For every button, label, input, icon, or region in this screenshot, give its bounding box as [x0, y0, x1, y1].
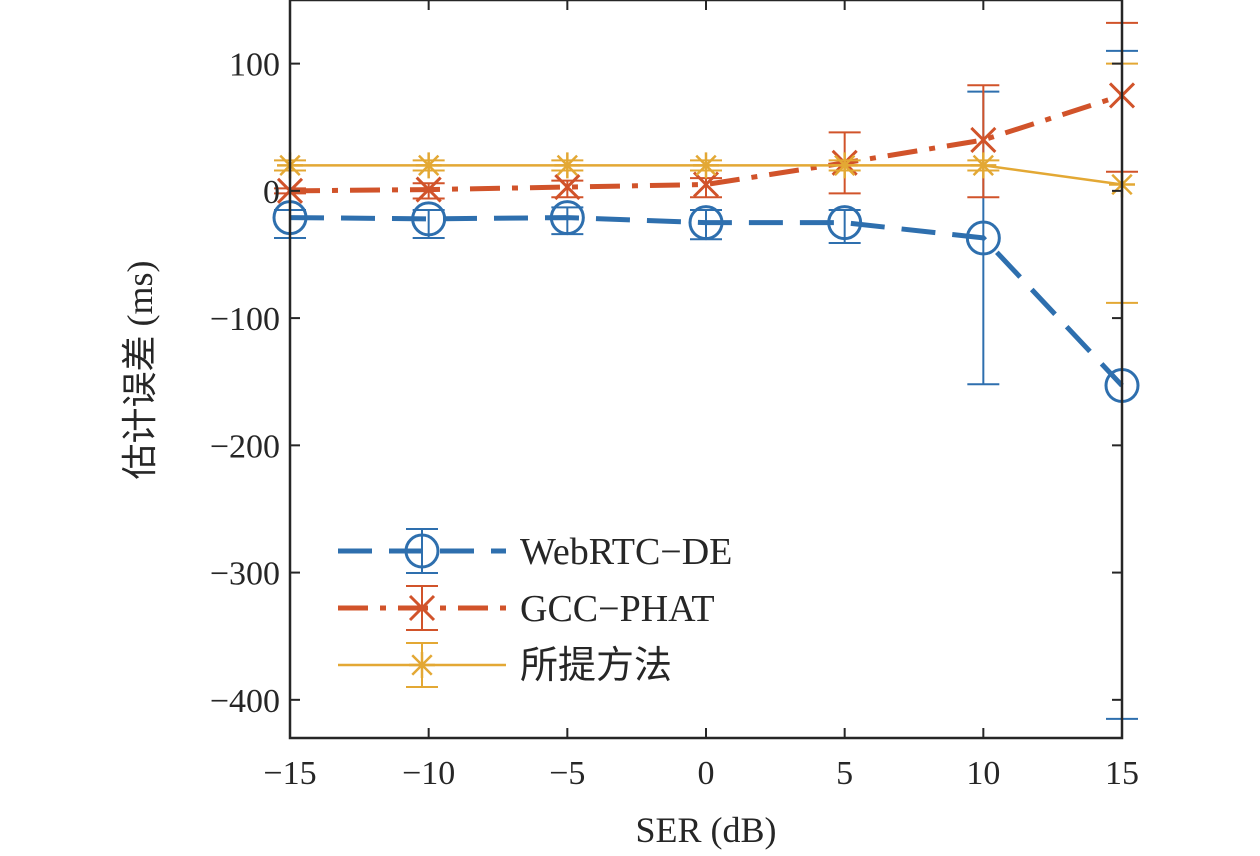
point-marker-circle: [404, 533, 440, 569]
y-tick-label: 100: [229, 47, 280, 84]
legend-label: GCC−PHAT: [520, 588, 715, 630]
point-marker-x: [408, 594, 436, 622]
point-marker-asterisk: [831, 152, 858, 179]
point-marker-asterisk: [409, 652, 435, 678]
y-tick-label: −200: [210, 428, 280, 465]
point-marker-x: [415, 176, 442, 203]
x-tick-label: −15: [263, 755, 316, 792]
y-tick-label: −400: [210, 683, 280, 720]
x-tick-label: 10: [966, 755, 1000, 792]
point-marker-circle: [688, 205, 724, 241]
point-marker-asterisk: [554, 152, 581, 179]
x-tick-label: 0: [698, 755, 715, 792]
x-axis-label: SER (dB): [635, 810, 776, 850]
point-marker-asterisk: [970, 152, 997, 179]
legend-item-1: WebRTC−DE: [338, 528, 732, 574]
point-marker-x: [554, 173, 581, 201]
point-marker-x: [970, 126, 997, 154]
point-marker-circle: [827, 205, 863, 241]
legend-item-3: 所提方法: [338, 642, 672, 688]
legend-item-2: GCC−PHAT: [338, 585, 715, 631]
series-3: [274, 62, 1138, 304]
x-tick-label: 5: [836, 755, 853, 792]
point-marker-asterisk: [415, 152, 442, 179]
point-marker-circle: [549, 200, 585, 236]
point-marker-asterisk: [693, 152, 719, 179]
series-line: [289, 215, 1124, 388]
legend: WebRTC−DE GCC−PHAT 所提方法: [338, 528, 732, 688]
axis-ticks: −15 −10 −5 0 5 10 15 100 0 −100 −200 −300 −400: [210, 0, 1139, 792]
point-marker-circle: [965, 220, 1001, 256]
x-tick-label: −10: [402, 755, 455, 792]
error-bar: [412, 208, 445, 239]
point-marker-circle: [411, 201, 447, 237]
y-tick-label: −100: [210, 301, 280, 338]
y-axis-label: 估计误差 (ms): [120, 261, 160, 480]
legend-label: 所提方法: [520, 645, 672, 687]
x-tick-label: 15: [1105, 755, 1139, 792]
y-tick-label: −300: [210, 556, 280, 593]
x-tick-label: −5: [549, 755, 585, 792]
point-marker-x: [692, 171, 720, 198]
legend-label: WebRTC−DE: [520, 531, 732, 573]
y-tick-label: 0: [263, 174, 280, 211]
